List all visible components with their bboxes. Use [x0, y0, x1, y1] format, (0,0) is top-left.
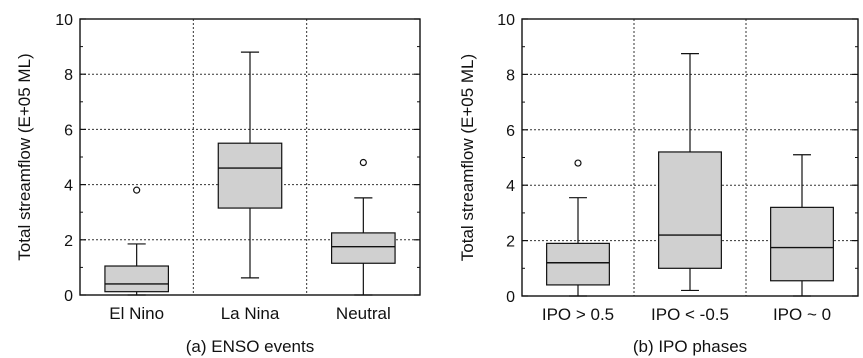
- y-tick-label: 6: [506, 123, 515, 140]
- chart-panel-1: 0 2 4 6 8 10 El Nino La Nina Neutral Total stream…: [15, 12, 421, 356]
- box-iqr: [770, 206, 834, 282]
- category-label: IPO < -0.5: [651, 305, 729, 324]
- chart-panel-2: 0 2 4 6 8 10 IPO > 0.5 IPO < -0.5 IPO ~ 0 Total s…: [458, 12, 859, 356]
- outlier-point: [574, 159, 582, 167]
- box-iqr: [104, 265, 170, 293]
- y-axis-label: Total streamflow (E+05 ML): [458, 54, 477, 261]
- box-3: [770, 154, 834, 297]
- y-tick-label: 4: [506, 178, 515, 195]
- y-tick-label: 10: [55, 12, 73, 29]
- box-iqr: [217, 142, 283, 209]
- y-tick-label: 8: [64, 67, 73, 84]
- box-iqr: [546, 242, 610, 286]
- y-tick-label: 2: [506, 234, 515, 251]
- category-label: La Nina: [221, 304, 280, 323]
- category-label: El Nino: [109, 304, 164, 323]
- box-iqr: [331, 232, 396, 264]
- outlier-point: [133, 186, 141, 194]
- y-tick-label: 0: [64, 288, 73, 305]
- outlier-point: [359, 158, 367, 167]
- y-tick-label: 4: [64, 178, 73, 195]
- y-tick-label: 2: [64, 233, 73, 250]
- box-2: [658, 53, 722, 292]
- box-2: [217, 51, 283, 279]
- category-label: IPO > 0.5: [542, 305, 614, 324]
- plot-frame: [79, 18, 421, 296]
- box-1: [546, 159, 610, 297]
- box-iqr: [658, 151, 722, 269]
- chart-caption: (a) ENSO events: [186, 337, 315, 356]
- y-axis-label: Total streamflow (E+05 ML): [15, 53, 34, 260]
- plot-frame: [521, 18, 859, 297]
- category-label: Neutral: [336, 304, 391, 323]
- box-3: [331, 158, 396, 296]
- y-tick-label: 8: [506, 67, 515, 84]
- chart-caption: (b) IPO phases: [633, 337, 747, 356]
- box-1: [104, 186, 170, 296]
- y-tick-label: 0: [506, 289, 515, 306]
- y-tick-label: 10: [497, 12, 515, 29]
- category-label: IPO ~ 0: [773, 305, 831, 324]
- y-tick-label: 6: [64, 122, 73, 139]
